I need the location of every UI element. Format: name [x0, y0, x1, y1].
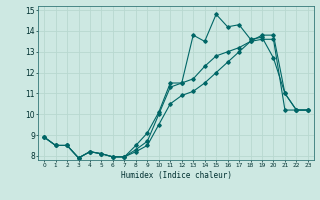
X-axis label: Humidex (Indice chaleur): Humidex (Indice chaleur): [121, 171, 231, 180]
